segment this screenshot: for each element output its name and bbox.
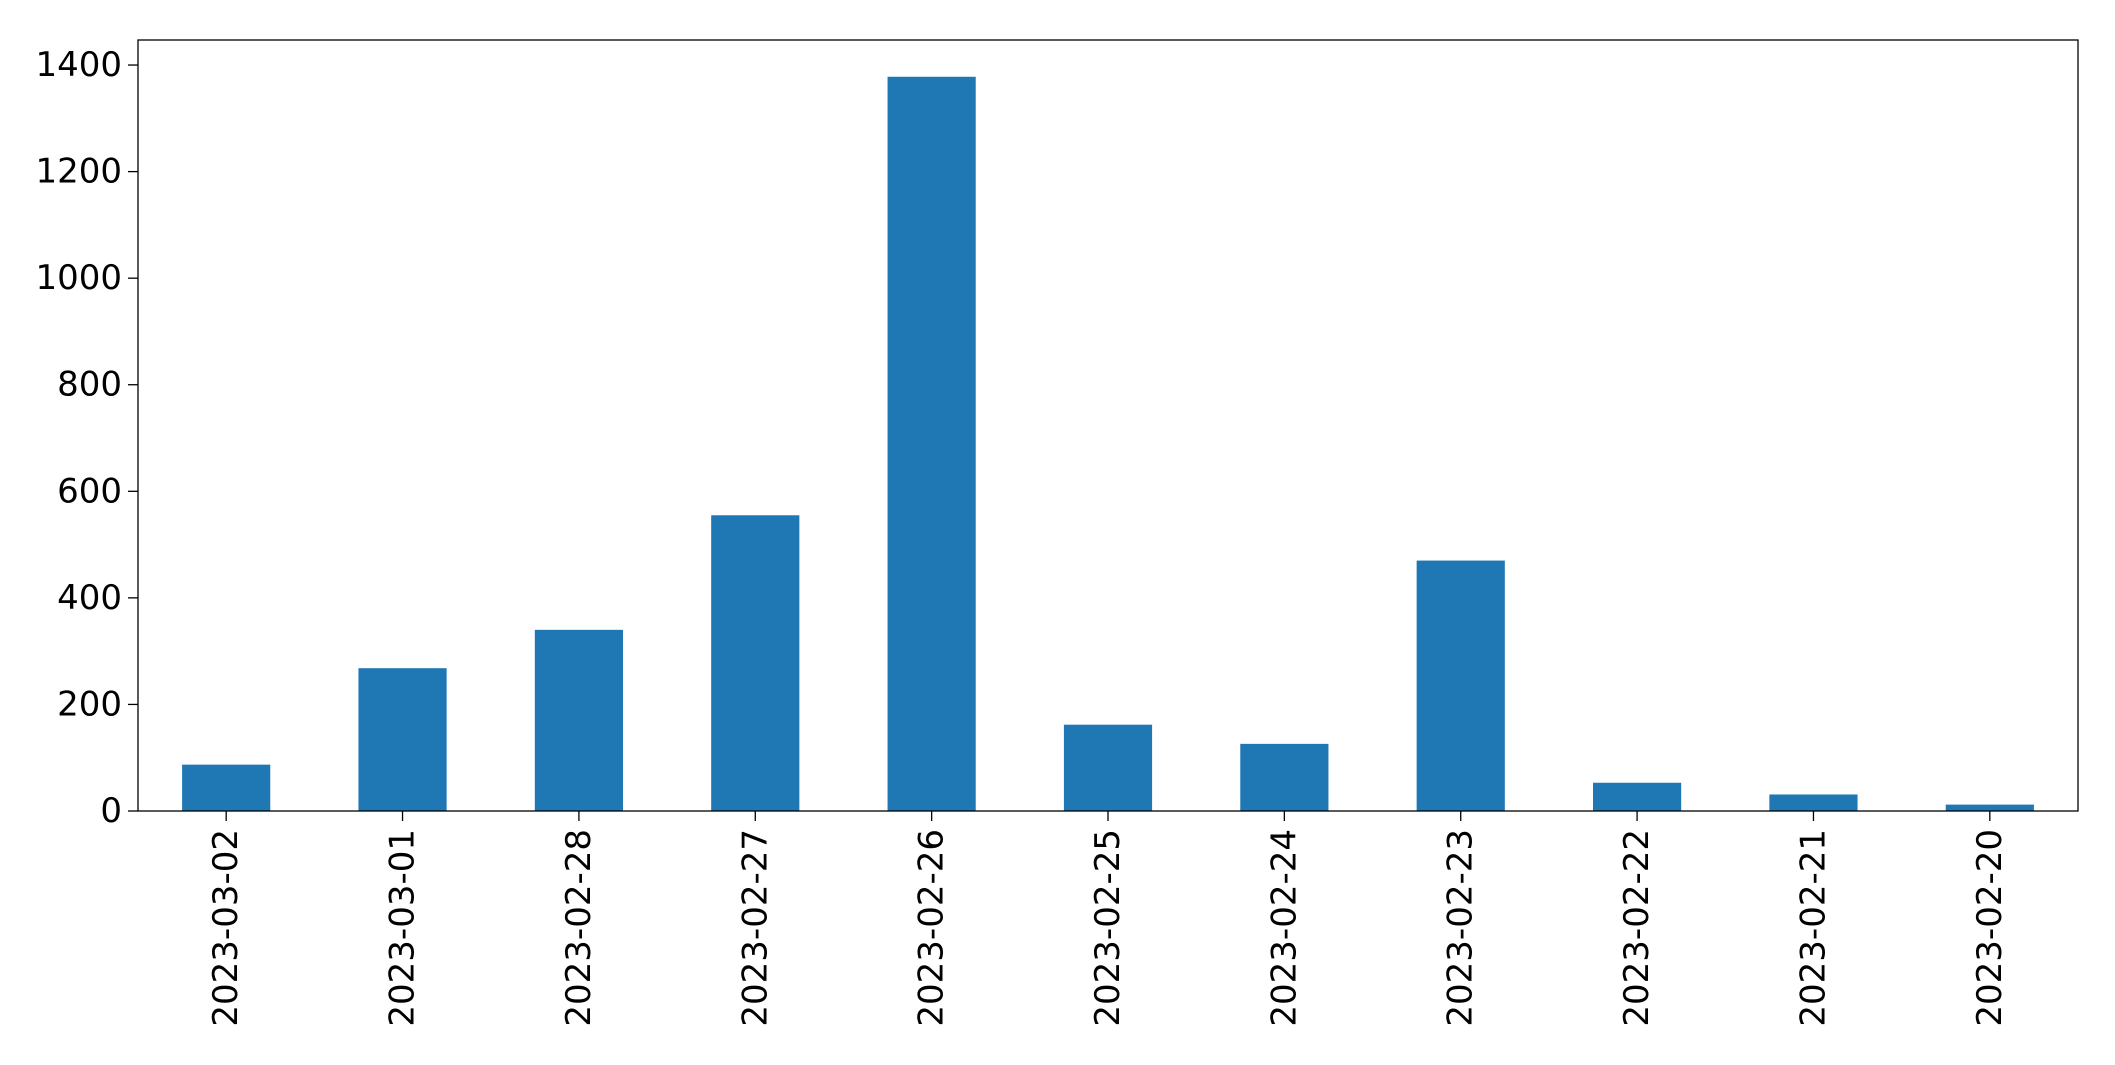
bar-2023-02-22 — [1593, 782, 1682, 811]
y-tick-label: 800 — [57, 365, 122, 405]
x-tick-label-2023-02-23: 2023-02-23 — [1441, 829, 1481, 1027]
plot-frame — [137, 39, 2079, 812]
y-tick-label: 200 — [57, 684, 122, 724]
bar-2023-03-02 — [182, 764, 271, 811]
y-axis: 0 200 400 600 800 1000 1200 1400 — [35, 45, 138, 831]
x-tick-label-2023-02-25: 2023-02-25 — [1088, 829, 1128, 1027]
bar-2023-03-01 — [358, 668, 447, 811]
x-tick-label-2023-02-27: 2023-02-27 — [735, 829, 775, 1027]
bar-2023-02-21 — [1769, 794, 1858, 811]
x-tick-label-2023-03-01: 2023-03-01 — [383, 829, 423, 1027]
y-tick-label: 1400 — [35, 45, 122, 85]
bar-2023-02-24 — [1240, 743, 1329, 811]
y-tick-label: 0 — [100, 791, 122, 831]
x-tick-label-2023-02-28: 2023-02-28 — [559, 829, 599, 1027]
x-tick-label-2023-02-21: 2023-02-21 — [1793, 829, 1833, 1027]
x-tick-label-2023-02-26: 2023-02-26 — [912, 829, 952, 1027]
bar-2023-02-23 — [1416, 560, 1505, 811]
bar-2023-02-25 — [1063, 724, 1153, 811]
x-tick-label-2023-02-24: 2023-02-24 — [1264, 829, 1304, 1027]
y-tick-label: 400 — [57, 578, 122, 618]
y-tick-label: 1000 — [35, 258, 122, 298]
bars-layer — [182, 76, 2034, 811]
bar-2023-02-26 — [887, 76, 976, 811]
y-tick-label: 1200 — [35, 152, 122, 192]
x-axis: 2023-03-02 2023-03-01 2023-02-28 2023-02-27… — [206, 811, 2010, 1027]
x-tick-label-2023-02-20: 2023-02-20 — [1970, 829, 2010, 1027]
x-tick-label-2023-02-22: 2023-02-22 — [1617, 829, 1657, 1027]
y-tick-label: 600 — [57, 471, 122, 511]
bar-2023-02-27 — [711, 515, 800, 811]
x-tick-label-2023-03-02: 2023-03-02 — [206, 829, 246, 1027]
bar-2023-02-28 — [534, 629, 623, 811]
bar-2023-02-20 — [1945, 804, 2034, 811]
